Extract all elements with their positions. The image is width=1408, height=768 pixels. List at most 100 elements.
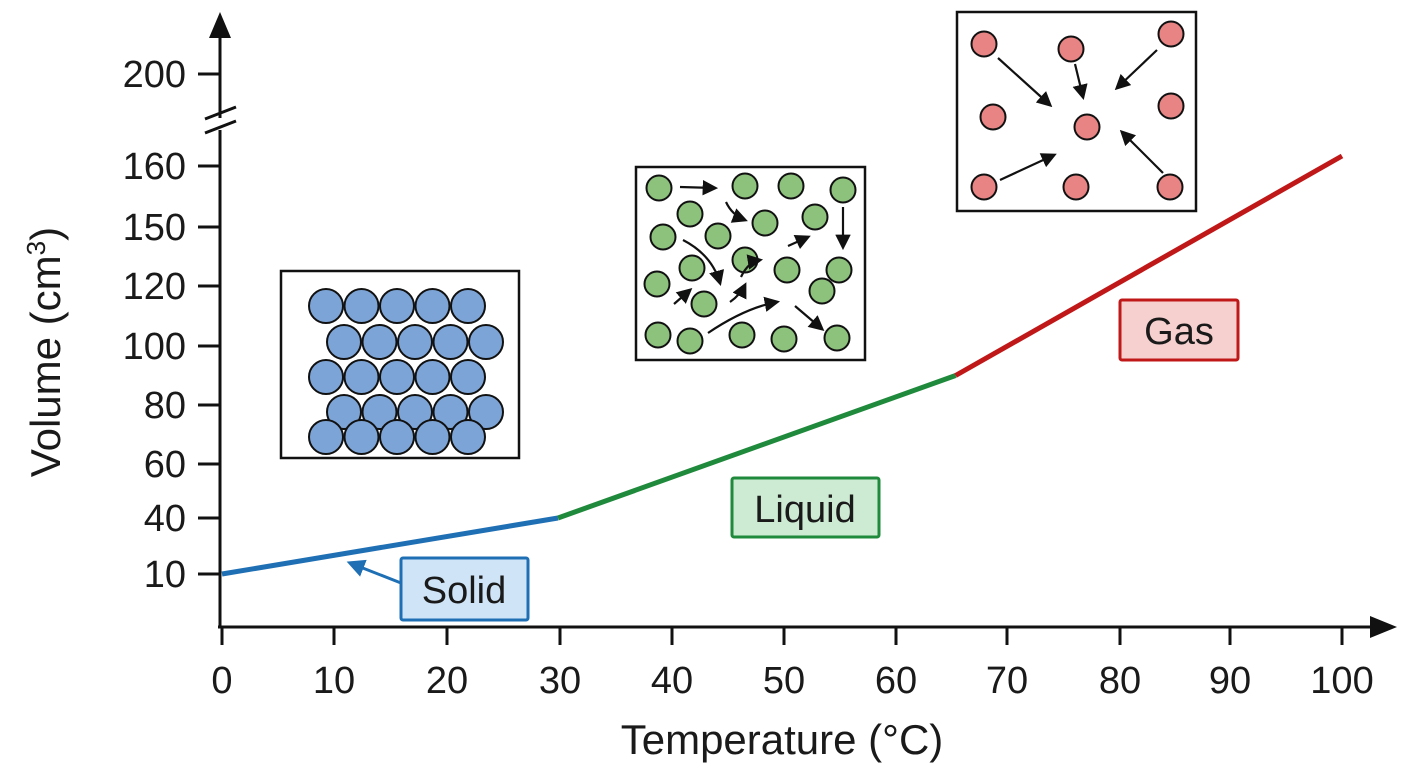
y-tick-labels: 200 160 150 120 100 80 60 40 10 <box>123 54 186 596</box>
liquid-particle <box>777 172 805 200</box>
solid-particle <box>414 288 451 324</box>
x-tick-label: 20 <box>426 660 468 702</box>
liquid-particle <box>773 256 801 284</box>
x-tick-label: 30 <box>539 660 581 702</box>
x-tick-label: 50 <box>763 660 805 702</box>
gas-label-text: Gas <box>1144 311 1214 353</box>
liquid-particle <box>770 325 798 353</box>
series-line-solid <box>221 515 559 577</box>
solid-label: Solid <box>346 556 530 622</box>
x-tick-label: 40 <box>651 660 693 702</box>
liquid-particle <box>801 203 829 231</box>
liquid-particle <box>676 200 704 228</box>
liquid-particle <box>751 209 779 237</box>
y-axis-title: Volume (cm3) <box>21 227 69 477</box>
x-tick-label: 10 <box>313 660 355 702</box>
y-axis-break <box>204 105 237 135</box>
solid-label-arrow <box>346 559 402 585</box>
x-tick-label: 0 <box>211 660 232 702</box>
y-axis-title-main: Volume (cm <box>22 255 69 477</box>
liquid-label: Liquid <box>730 476 881 539</box>
y-axis-title-close: ) <box>22 227 69 241</box>
x-tick-label: 90 <box>1209 660 1251 702</box>
series-line-gas <box>954 153 1344 378</box>
solid-particle <box>432 394 469 430</box>
liquid-particle <box>644 321 672 349</box>
solid-particle <box>343 359 380 395</box>
solid-particle <box>450 359 486 395</box>
gas-particle <box>1157 92 1185 120</box>
gas-particle <box>1156 173 1184 201</box>
liquid-particle <box>731 172 759 200</box>
solid-particle <box>450 419 486 455</box>
x-tick-label: 60 <box>875 660 917 702</box>
y-axis-title-superscript: 3 <box>21 241 51 255</box>
solid-particle <box>397 324 433 360</box>
gas-particles <box>970 20 1185 201</box>
solid-particle <box>468 324 504 360</box>
y-tick-label: 100 <box>123 326 186 368</box>
solid-particle <box>432 324 469 360</box>
x-axis-arrowhead <box>1370 616 1397 638</box>
solid-particle <box>397 394 433 430</box>
solid-particle <box>468 394 504 430</box>
liquid-particles-inset <box>634 165 867 362</box>
liquid-particle <box>808 277 836 305</box>
series-line-liquid <box>557 373 957 521</box>
solid-particle <box>308 288 344 324</box>
liquid-motion-arrows <box>673 179 851 334</box>
y-tick-label: 60 <box>144 444 186 486</box>
liquid-particle <box>676 327 704 355</box>
y-tick-label: 200 <box>123 54 186 96</box>
liquid-particle <box>825 256 853 284</box>
gas-label: Gas <box>1118 298 1240 362</box>
gas-motion-arrows <box>997 49 1164 181</box>
gas-particles-inset <box>955 10 1198 213</box>
x-axis-title: Temperature (°C) <box>621 716 944 763</box>
solid-particle <box>379 288 415 324</box>
solid-particles <box>308 288 504 455</box>
gas-particle <box>979 103 1007 131</box>
y-tick-label: 160 <box>123 146 186 188</box>
gas-particle <box>1062 173 1090 201</box>
y-ticks <box>198 72 220 576</box>
axes <box>204 12 1397 638</box>
liquid-particle <box>690 290 718 318</box>
liquid-particle <box>829 176 857 204</box>
liquid-particle <box>704 222 732 250</box>
solid-particle <box>361 394 398 430</box>
solid-particle <box>414 359 451 395</box>
solid-particles-inset <box>279 269 521 460</box>
solid-particle <box>308 359 344 395</box>
solid-particle <box>361 324 398 360</box>
x-tick-labels: 0 10 20 30 40 50 60 70 80 90 100 <box>211 660 1373 702</box>
liquid-particle <box>645 174 673 202</box>
series-layer <box>221 153 1344 577</box>
solid-label-text: Solid <box>422 570 507 612</box>
liquid-particles <box>643 172 857 355</box>
x-tick-label: 70 <box>986 660 1028 702</box>
x-ticks <box>220 627 1344 645</box>
y-tick-label: 40 <box>144 498 186 540</box>
y-tick-label: 150 <box>123 207 186 249</box>
y-tick-label: 10 <box>144 554 186 596</box>
x-tick-label: 100 <box>1310 660 1373 702</box>
liquid-particle <box>728 321 756 349</box>
solid-particle <box>343 419 380 455</box>
solid-particle <box>414 419 451 455</box>
solid-particle <box>379 419 415 455</box>
solid-particle <box>308 419 344 455</box>
y-tick-label: 120 <box>123 266 186 308</box>
gas-particle <box>1157 20 1185 48</box>
gas-particle <box>1073 113 1101 141</box>
y-axis-arrowhead <box>209 12 231 38</box>
gas-particle <box>1057 35 1085 63</box>
x-tick-label: 80 <box>1099 660 1141 702</box>
liquid-particle <box>643 270 671 298</box>
solid-particle <box>326 394 362 430</box>
gas-particle <box>970 173 998 201</box>
liquid-particle <box>649 223 677 251</box>
liquid-label-text: Liquid <box>754 489 855 531</box>
y-tick-label: 80 <box>144 385 186 427</box>
